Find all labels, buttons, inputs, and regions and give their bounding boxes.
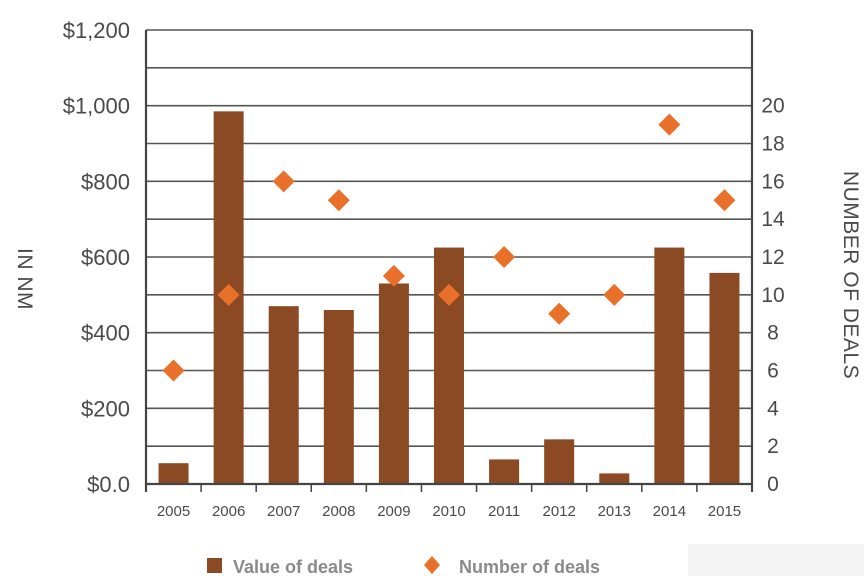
bar-2011 (489, 459, 520, 484)
legend-label-value-of-deals: Value of deals (233, 557, 353, 576)
x-tick-label-2011: 2011 (488, 503, 520, 520)
point-2012 (548, 302, 571, 325)
right-tick-label: 10 (761, 284, 784, 307)
right-tick-label: 8 (767, 322, 779, 345)
bars-value-of-deals (158, 111, 740, 484)
corner-panel (688, 544, 864, 576)
x-tick-label-2010: 2010 (432, 503, 465, 520)
x-tick-label-2005: 2005 (157, 503, 190, 520)
x-tick-label-2007: 2007 (267, 503, 300, 520)
x-tick-label-2014: 2014 (653, 503, 686, 520)
bar-2007 (268, 306, 299, 484)
points-number-of-deals (162, 113, 736, 382)
right-tick-label: 0 (767, 473, 779, 496)
bar-2008 (323, 309, 354, 484)
left-tick-label: $1,200 (63, 18, 130, 43)
left-tick-label: $1,000 (63, 94, 130, 119)
legend-diamond-swatch (424, 556, 440, 574)
bar-2005 (158, 463, 189, 484)
right-axis-title: NUMBER OF DEALS (839, 171, 862, 379)
left-tick-label: $400 (81, 321, 130, 346)
x-tick-label-2012: 2012 (542, 503, 575, 520)
point-2013 (603, 283, 626, 306)
left-tick-label: $200 (81, 396, 130, 421)
x-tick-label-2006: 2006 (212, 503, 245, 520)
point-2010 (438, 283, 460, 306)
point-2006 (217, 283, 240, 306)
point-2015 (713, 189, 736, 212)
left-axis-ticks: $0.0 $200 $400 $600 $800 $1,000 $1,200 (63, 18, 130, 497)
bar-2014 (654, 247, 685, 484)
point-2005 (162, 359, 185, 382)
left-tick-label: $800 (81, 169, 130, 194)
right-axis-ticks: 0 2 4 6 8 10 12 14 16 18 20 (761, 95, 785, 496)
x-tick-label-2009: 2009 (377, 503, 410, 520)
point-2007 (272, 170, 295, 193)
x-axis-ticks: 2005 2006 2007 2008 2009 2010 2011 2012 2013 2014… (157, 503, 741, 520)
right-tick-label: 2 (767, 435, 779, 458)
right-tick-label: 4 (767, 397, 779, 420)
point-2014 (658, 113, 681, 136)
legend-label-number-of-deals: Number of deals (459, 557, 600, 576)
bar-2012 (544, 439, 575, 484)
right-tick-label: 14 (761, 208, 785, 231)
right-tick-label: 6 (767, 360, 779, 383)
right-tick-label: 18 (761, 133, 784, 156)
right-tick-label: 12 (761, 246, 784, 269)
left-tick-label: $600 (81, 245, 130, 270)
legend: Value of deals Number of deals (207, 556, 600, 576)
point-2009 (382, 264, 405, 287)
plot-frame (144, 30, 754, 492)
bar-2015 (709, 272, 740, 484)
x-tick-label-2013: 2013 (598, 503, 631, 520)
x-tick-label-2015: 2015 (708, 503, 741, 520)
left-axis-title: IN NM (13, 248, 36, 310)
legend-bar-swatch (207, 558, 222, 573)
point-2008 (327, 189, 350, 212)
bar-2013 (599, 473, 630, 484)
point-2011 (493, 246, 516, 268)
x-tick-label-2008: 2008 (322, 503, 355, 520)
right-tick-label: 16 (761, 170, 784, 193)
right-tick-label: 20 (761, 95, 784, 118)
bar-2010 (434, 247, 464, 484)
left-tick-label: $0.0 (87, 472, 130, 497)
bar-2009 (378, 283, 409, 484)
